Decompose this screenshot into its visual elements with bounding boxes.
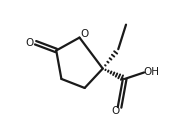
Text: O: O [81,29,89,39]
Text: OH: OH [143,67,159,77]
Text: O: O [112,106,120,116]
Text: O: O [26,38,34,48]
